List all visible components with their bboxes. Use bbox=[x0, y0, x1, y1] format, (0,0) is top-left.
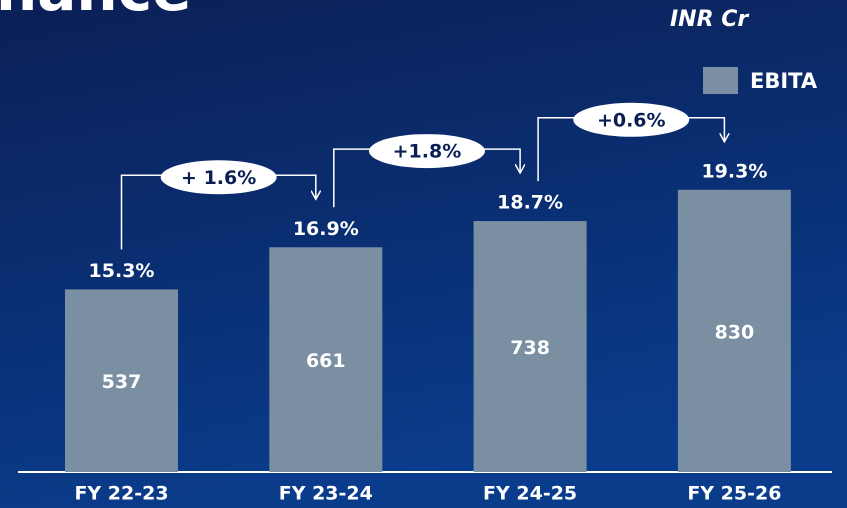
change-bubble bbox=[160, 160, 277, 195]
value-label: 537 bbox=[102, 371, 142, 393]
bar bbox=[473, 221, 587, 472]
value-label: 830 bbox=[715, 321, 755, 343]
change-label: + 1.6% bbox=[181, 167, 256, 189]
margin-label: 15.3% bbox=[89, 260, 155, 282]
value-label: 661 bbox=[306, 350, 346, 372]
change-bubble bbox=[368, 134, 485, 169]
x-tick-label: FY 23-24 bbox=[279, 483, 373, 505]
bar bbox=[677, 189, 791, 473]
margin-label: 18.7% bbox=[497, 192, 563, 214]
bar bbox=[269, 247, 383, 472]
legend-swatch bbox=[703, 67, 738, 94]
change-bubble bbox=[573, 102, 690, 137]
chart-title: nance bbox=[0, 0, 191, 24]
change-label: +1.8% bbox=[393, 141, 462, 163]
change-label: +0.6% bbox=[597, 109, 666, 131]
x-tick-label: FY 25-26 bbox=[687, 483, 781, 505]
x-tick-label: FY 22-23 bbox=[74, 483, 168, 505]
x-tick-label: FY 24-25 bbox=[483, 483, 577, 505]
margin-label: 19.3% bbox=[701, 160, 767, 182]
unit-label: INR Cr bbox=[670, 7, 749, 32]
value-label: 738 bbox=[510, 337, 550, 359]
bar bbox=[65, 289, 178, 472]
margin-label: 16.9% bbox=[293, 218, 359, 240]
legend-label: EBITA bbox=[750, 69, 818, 93]
